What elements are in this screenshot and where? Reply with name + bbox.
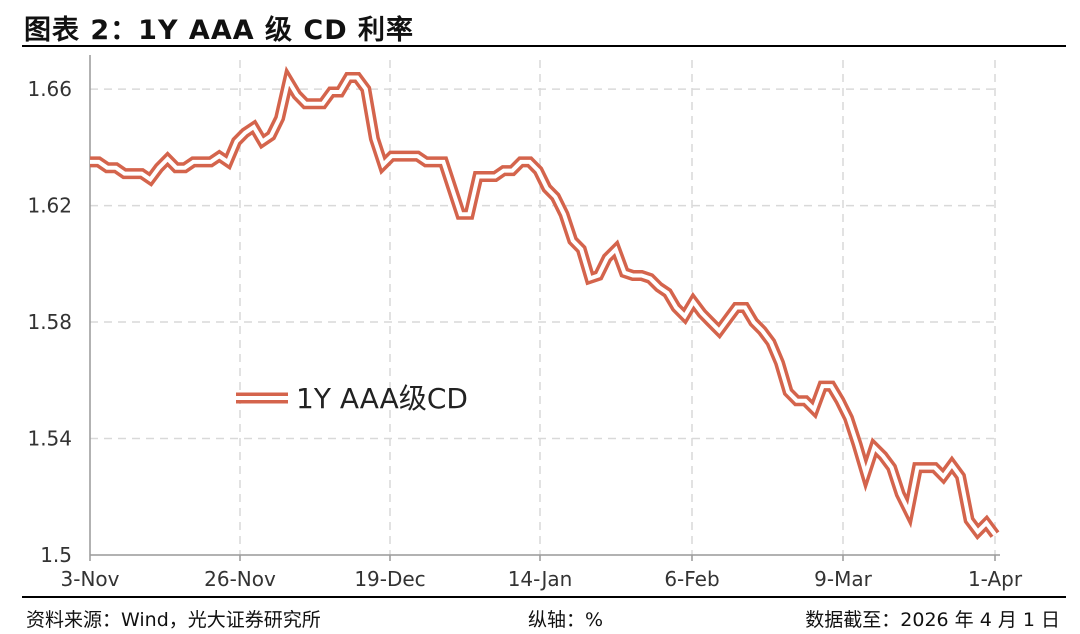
source-note: 资料来源：Wind，光大证券研究所 xyxy=(26,609,321,631)
legend-label: 1Y AAA级CD xyxy=(296,382,468,415)
series-line-1y-aaa-cd xyxy=(90,65,1000,541)
x-tick-label: 9-Mar xyxy=(814,567,872,591)
line-chart: 1.5 1.54 1.58 1.62 1.66 3-Nov 26-Nov 19-Dec 14-J… xyxy=(27,55,1023,591)
x-tick-label: 3-Nov xyxy=(61,567,120,591)
series-line-inner xyxy=(90,75,997,536)
x-tick-label: 6-Feb xyxy=(664,567,719,591)
data-date-note: 数据截至：2026 年 4 月 1 日 xyxy=(805,609,1060,631)
axis-layer: 1.5 1.54 1.58 1.62 1.66 3-Nov 26-Nov 19-Dec 14-J… xyxy=(27,55,1023,591)
legend: 1Y AAA级CD xyxy=(236,382,468,415)
y-tick-label: 1.62 xyxy=(27,194,72,218)
y-tick-label: 1.58 xyxy=(27,310,72,334)
x-tick-label: 1-Apr xyxy=(968,567,1023,591)
grid-layer xyxy=(90,60,1000,555)
x-tick-label: 26-Nov xyxy=(204,567,276,591)
series-layer xyxy=(90,65,1000,541)
chart-title: 图表 2：1Y AAA 级 CD 利率 xyxy=(24,15,415,46)
y-tick-label: 1.5 xyxy=(40,543,72,567)
axis-unit-note: 纵轴：% xyxy=(528,609,604,631)
y-tick-label: 1.66 xyxy=(27,77,72,101)
footer-divider xyxy=(22,596,1066,598)
y-tick-label: 1.54 xyxy=(27,427,72,451)
x-tick-label: 14-Jan xyxy=(508,567,573,591)
title-divider xyxy=(22,45,1066,47)
x-tick-label: 19-Dec xyxy=(354,567,425,591)
